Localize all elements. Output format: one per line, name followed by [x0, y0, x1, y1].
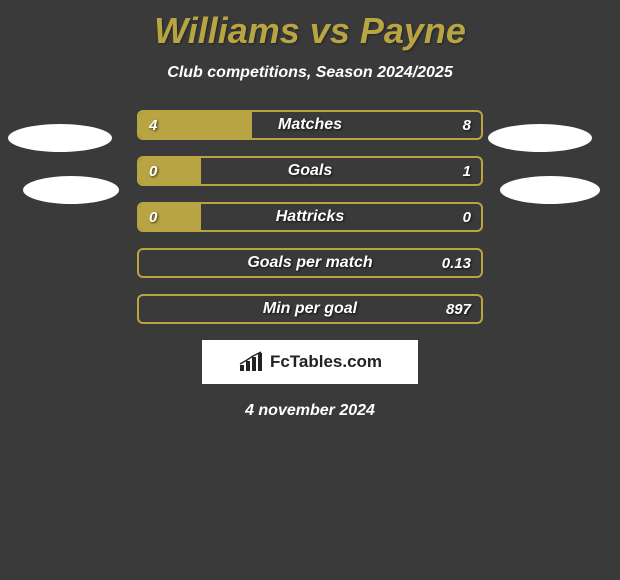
- stat-bar-track: Goals0 1: [137, 156, 483, 186]
- stat-value-left: 0: [149, 158, 157, 184]
- stat-label: Goals per match: [139, 250, 481, 276]
- stat-value-right: 1: [463, 158, 471, 184]
- stat-label: Goals: [139, 158, 481, 184]
- stat-value-left: 4: [149, 112, 157, 138]
- decorative-ellipse: [23, 176, 119, 204]
- date-text: 4 november 2024: [0, 402, 620, 420]
- source-logo: FcTables.com: [202, 340, 418, 384]
- stat-label: Matches: [139, 112, 481, 138]
- page-title: Williams vs Payne: [0, 0, 620, 52]
- stat-bar-track: Matches4 8: [137, 110, 483, 140]
- decorative-ellipse: [8, 124, 112, 152]
- stat-row: Goals0 1: [137, 156, 483, 186]
- stat-bar-track: Hattricks0 0: [137, 202, 483, 232]
- stat-value-right: 8: [463, 112, 471, 138]
- stat-value-right: 0.13: [442, 250, 471, 276]
- stat-bar-track: Min per goal897: [137, 294, 483, 324]
- logo-text: FcTables.com: [270, 352, 382, 372]
- stat-value-left: 0: [149, 204, 157, 230]
- stat-row: Goals per match0.13: [137, 248, 483, 278]
- stat-bar-track: Goals per match0.13: [137, 248, 483, 278]
- stat-row: Min per goal897: [137, 294, 483, 324]
- stat-value-right: 0: [463, 204, 471, 230]
- decorative-ellipse: [500, 176, 600, 204]
- bar-chart-icon: [238, 351, 264, 373]
- subtitle: Club competitions, Season 2024/2025: [0, 64, 620, 82]
- stat-row: Hattricks0 0: [137, 202, 483, 232]
- stat-row: Matches4 8: [137, 110, 483, 140]
- stat-label: Hattricks: [139, 204, 481, 230]
- stat-value-right: 897: [446, 296, 471, 322]
- decorative-ellipse: [488, 124, 592, 152]
- stat-label: Min per goal: [139, 296, 481, 322]
